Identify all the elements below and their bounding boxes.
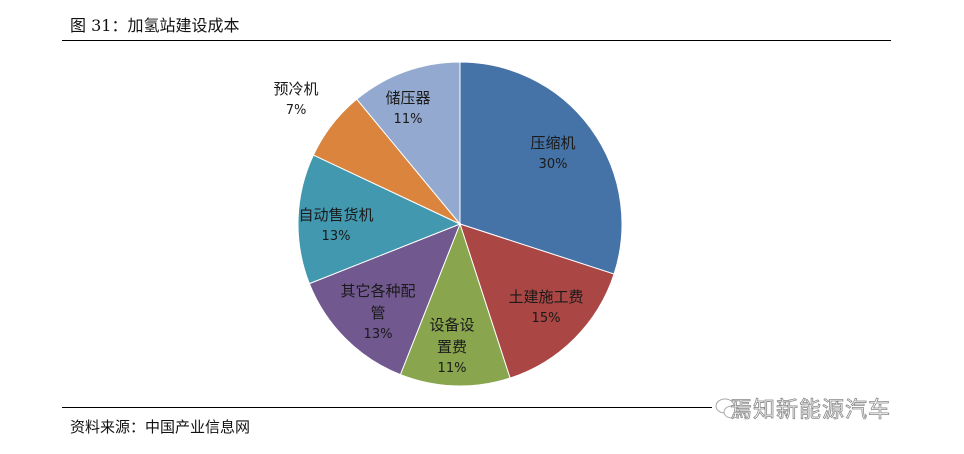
source-note: 资料来源：中国产业信息网 [70, 418, 251, 436]
slice-value-label: 13% [321, 229, 351, 244]
slice-label-precooler: 预冷机 7% [266, 78, 326, 122]
watermark: 焉知新能源汽车 [730, 398, 892, 424]
figure-title: 图 31：加氢站建设成本 [70, 16, 240, 35]
top-rule [62, 40, 891, 41]
pie-slice [459, 223, 615, 379]
slice-value-label: 15% [531, 311, 561, 326]
slice-value-label: 11% [437, 361, 467, 376]
slice-category-label: 压缩机 [530, 134, 576, 152]
slice-label-storage: 储压器 11% [378, 87, 438, 131]
pie-slice [356, 61, 461, 226]
slice-label-compressor: 压缩机 30% [523, 132, 583, 176]
slice-category-label: 设备设置费 [429, 316, 475, 356]
slice-label-equipment-setup: 设备设置费 11% [428, 314, 476, 380]
bottom-rule [62, 407, 712, 408]
slice-label-piping: 其它各种配管 13% [339, 280, 417, 346]
slice-category-label: 预冷机 [273, 80, 319, 98]
slice-category-label: 自动售货机 [298, 206, 374, 224]
pie-slice [399, 222, 511, 387]
slice-category-label: 储压器 [385, 89, 431, 107]
wechat-icon [715, 398, 741, 419]
slice-label-civil-works: 土建施工费 15% [501, 286, 591, 330]
slice-value-label: 7% [285, 103, 307, 118]
slice-category-label: 其它各种配管 [340, 282, 416, 322]
slice-value-label: 11% [393, 112, 423, 127]
slice-category-label: 土建施工费 [508, 288, 584, 306]
pie-slice [297, 154, 462, 285]
slice-value-label: 30% [538, 157, 568, 172]
slice-label-dispenser: 自动售货机 13% [291, 204, 381, 248]
pie-slice [308, 223, 461, 376]
slice-value-label: 13% [363, 327, 393, 342]
pie-slice [459, 61, 623, 275]
